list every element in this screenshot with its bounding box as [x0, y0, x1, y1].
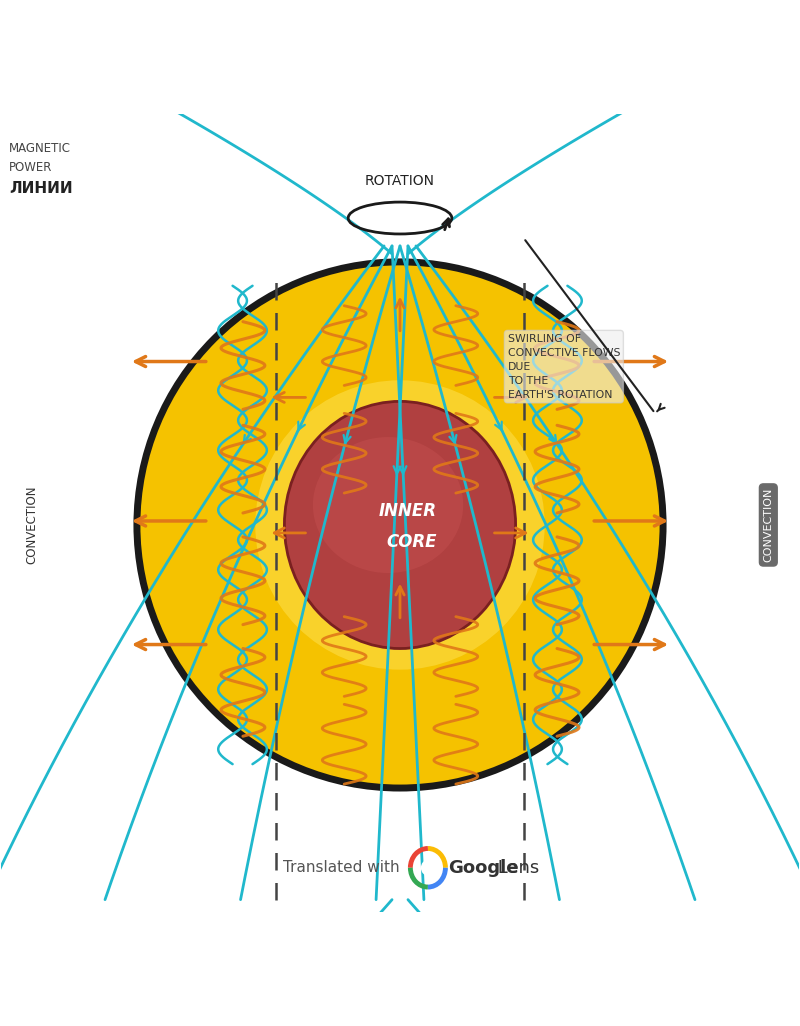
- Ellipse shape: [285, 401, 515, 648]
- Text: CORE: CORE: [386, 534, 438, 552]
- Ellipse shape: [313, 437, 463, 573]
- Text: CONVECTION: CONVECTION: [25, 485, 38, 564]
- Text: CONVECTION: CONVECTION: [763, 487, 774, 562]
- Ellipse shape: [255, 381, 545, 670]
- Text: POWER: POWER: [10, 161, 53, 173]
- Ellipse shape: [137, 262, 663, 788]
- Text: Lens: Lens: [492, 859, 539, 877]
- Text: ROTATION: ROTATION: [365, 173, 435, 188]
- Ellipse shape: [421, 860, 435, 875]
- Text: MAGNETIC: MAGNETIC: [10, 143, 71, 155]
- Text: INNER: INNER: [379, 502, 437, 519]
- Text: SWIRLING OF
CONVECTIVE FLOWS
DUE
TO THE
EARTH'S ROTATION: SWIRLING OF CONVECTIVE FLOWS DUE TO THE …: [508, 333, 620, 399]
- Text: ЛИНИИ: ЛИНИИ: [10, 182, 73, 196]
- Text: Google: Google: [448, 859, 518, 877]
- Text: Translated with: Translated with: [283, 860, 400, 875]
